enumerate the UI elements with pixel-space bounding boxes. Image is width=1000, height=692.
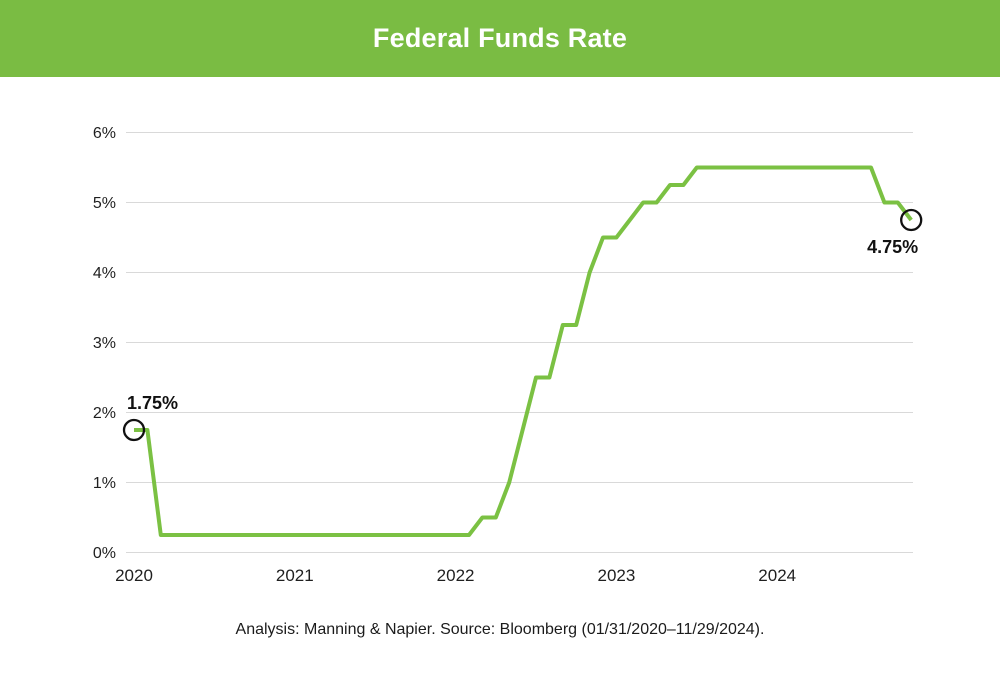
x-axis-tick-label: 2021 [276,566,314,585]
x-axis-tick-label: 2022 [437,566,475,585]
y-axis-tick-label: 0% [93,545,116,562]
gridlines-group [126,132,913,553]
x-axis-tick-label: 2020 [115,566,153,585]
y-axis-tick-label: 4% [93,265,116,282]
x-axis-tick-label: 2024 [758,566,796,585]
source-caption: Analysis: Manning & Napier. Source: Bloo… [235,621,765,638]
chart-title: Federal Funds Rate [372,23,628,53]
y-axis-tick-label: 2% [93,405,116,422]
y-axis-labels-group: 0% 1% 2% 3% 4% 5% 6% [93,125,116,562]
y-axis-tick-label: 3% [93,335,116,352]
y-axis-tick-label: 1% [93,475,116,492]
y-axis-tick-label: 5% [93,195,116,212]
end-point-marker [900,208,923,232]
rate-line [134,165,913,537]
start-point-marker [122,418,146,442]
annotations-group: 1.75% 4.75% [122,208,923,442]
end-value-label: 4.75% [867,237,918,257]
y-axis-tick-label: 6% [93,125,116,142]
chart-title-bar: Federal Funds Rate [0,0,1000,77]
start-value-label: 1.75% [127,393,178,413]
x-axis-tick-label: 2023 [597,566,635,585]
x-axis-labels-group: 2020 2021 2022 2023 2024 [115,566,796,585]
